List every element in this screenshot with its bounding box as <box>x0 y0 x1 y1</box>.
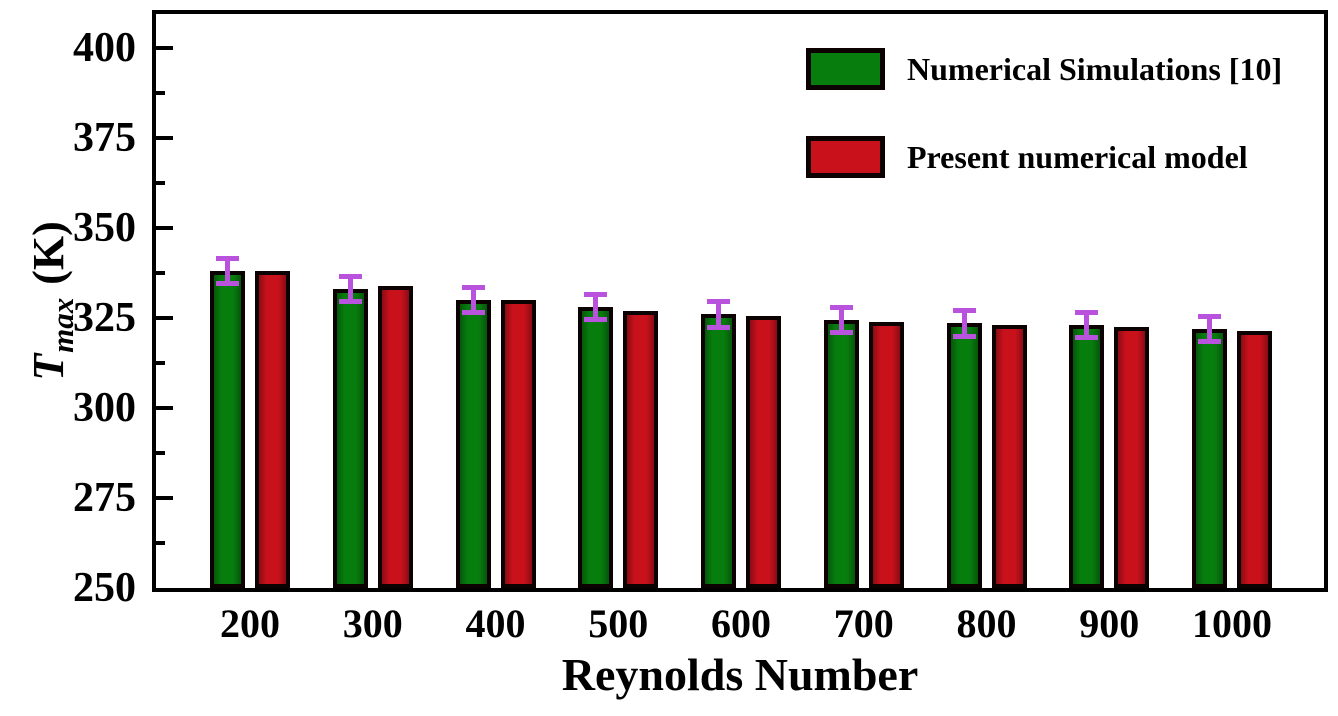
y-major-tick <box>156 46 173 50</box>
bar-numerical-simulations <box>1192 328 1227 588</box>
bar-numerical-simulations <box>823 319 859 588</box>
bar-numerical-simulations <box>455 300 491 588</box>
y-tick-label: 350 <box>73 205 136 251</box>
y-tick-label: 300 <box>73 385 136 431</box>
legend-item: Numerical Simulations [10] <box>806 48 1282 90</box>
bar-numerical-simulations <box>332 289 368 588</box>
x-tick-label: 700 <box>833 601 894 646</box>
bar-present-model <box>1237 330 1272 588</box>
x-tick-label: 900 <box>1079 601 1140 646</box>
bar-present-model <box>255 271 290 588</box>
error-bar-cap-top <box>338 274 362 280</box>
y-major-tick <box>156 496 173 500</box>
error-bar-line <box>716 301 721 327</box>
error-bar-cap-top <box>1075 310 1099 316</box>
x-tick-label: 300 <box>342 601 403 646</box>
legend-item: Present numerical model <box>806 136 1282 178</box>
error-bar-line <box>593 294 599 320</box>
error-bar-cap-top <box>216 256 239 262</box>
y-minor-tick <box>156 541 165 545</box>
error-bar-cap-bottom <box>1075 335 1099 341</box>
error-bar-line <box>347 276 353 302</box>
bar-numerical-simulations <box>1069 325 1105 588</box>
y-minor-tick <box>156 271 165 275</box>
error-bar-cap-bottom <box>338 299 362 305</box>
x-tick-label: 1000 <box>1192 601 1272 646</box>
error-bar-cap-top <box>1198 313 1221 319</box>
legend-swatch-green <box>806 48 885 90</box>
x-tick-label: 600 <box>711 601 771 646</box>
y-major-tick <box>156 136 173 140</box>
legend-label: Present numerical model <box>907 139 1248 175</box>
x-axis-title: Reynolds Number <box>561 649 919 700</box>
y-major-tick <box>156 316 173 320</box>
error-bar-cap-bottom <box>1198 338 1221 344</box>
error-bar-line <box>225 258 230 284</box>
error-bar-cap-bottom <box>952 333 976 339</box>
legend-label: Numerical Simulations [10] <box>907 51 1283 87</box>
y-minor-tick <box>156 91 165 95</box>
y-tick-label: 400 <box>73 25 136 71</box>
y-tick-label: 325 <box>73 295 136 341</box>
bar-present-model <box>377 285 413 588</box>
error-bar-line <box>838 307 844 333</box>
y-minor-tick <box>156 181 165 185</box>
y-tick-label: 275 <box>73 475 136 521</box>
bar-present-model <box>868 321 904 588</box>
y-minor-tick <box>156 361 165 365</box>
error-bar-cap-bottom <box>707 324 730 330</box>
error-bar-line <box>470 287 476 313</box>
x-tick-label: 500 <box>588 601 649 646</box>
error-bar-cap-top <box>461 284 485 290</box>
bar-numerical-simulations <box>946 323 982 588</box>
error-bar-cap-bottom <box>461 310 485 316</box>
bar-numerical-simulations <box>210 271 245 588</box>
error-bar-cap-top <box>584 292 608 298</box>
bar-present-model <box>500 300 536 588</box>
bar-present-model <box>746 316 781 588</box>
x-tick-label: 400 <box>465 601 526 646</box>
error-bar-cap-top <box>952 308 976 314</box>
bar-numerical-simulations <box>578 307 614 588</box>
plot-area: Numerical Simulations [10] Present numeri… <box>152 10 1328 592</box>
y-tick-label: 375 <box>73 115 136 161</box>
legend-swatch-red <box>806 136 885 178</box>
error-bar-line <box>1207 316 1212 342</box>
error-bar-line <box>1084 312 1090 338</box>
y-major-tick <box>156 406 173 410</box>
error-bar-cap-bottom <box>216 281 239 287</box>
y-major-tick <box>156 226 173 230</box>
y-tick-label: 250 <box>73 565 136 611</box>
bar-numerical-simulations <box>701 314 736 588</box>
bar-present-model <box>1114 327 1150 588</box>
error-bar-cap-top <box>707 299 730 305</box>
y-axis-title-symbol: T <box>24 353 73 381</box>
x-tick-label: 200 <box>220 601 280 646</box>
y-minor-tick <box>156 451 165 455</box>
bar-present-model <box>623 310 659 588</box>
error-bar-line <box>961 310 967 336</box>
error-bar-cap-top <box>829 304 853 310</box>
error-bar-cap-bottom <box>584 317 608 323</box>
bar-present-model <box>991 325 1027 588</box>
error-bar-cap-bottom <box>829 329 853 335</box>
x-tick-label: 800 <box>956 601 1017 646</box>
legend: Numerical Simulations [10] Present numeri… <box>806 48 1282 224</box>
